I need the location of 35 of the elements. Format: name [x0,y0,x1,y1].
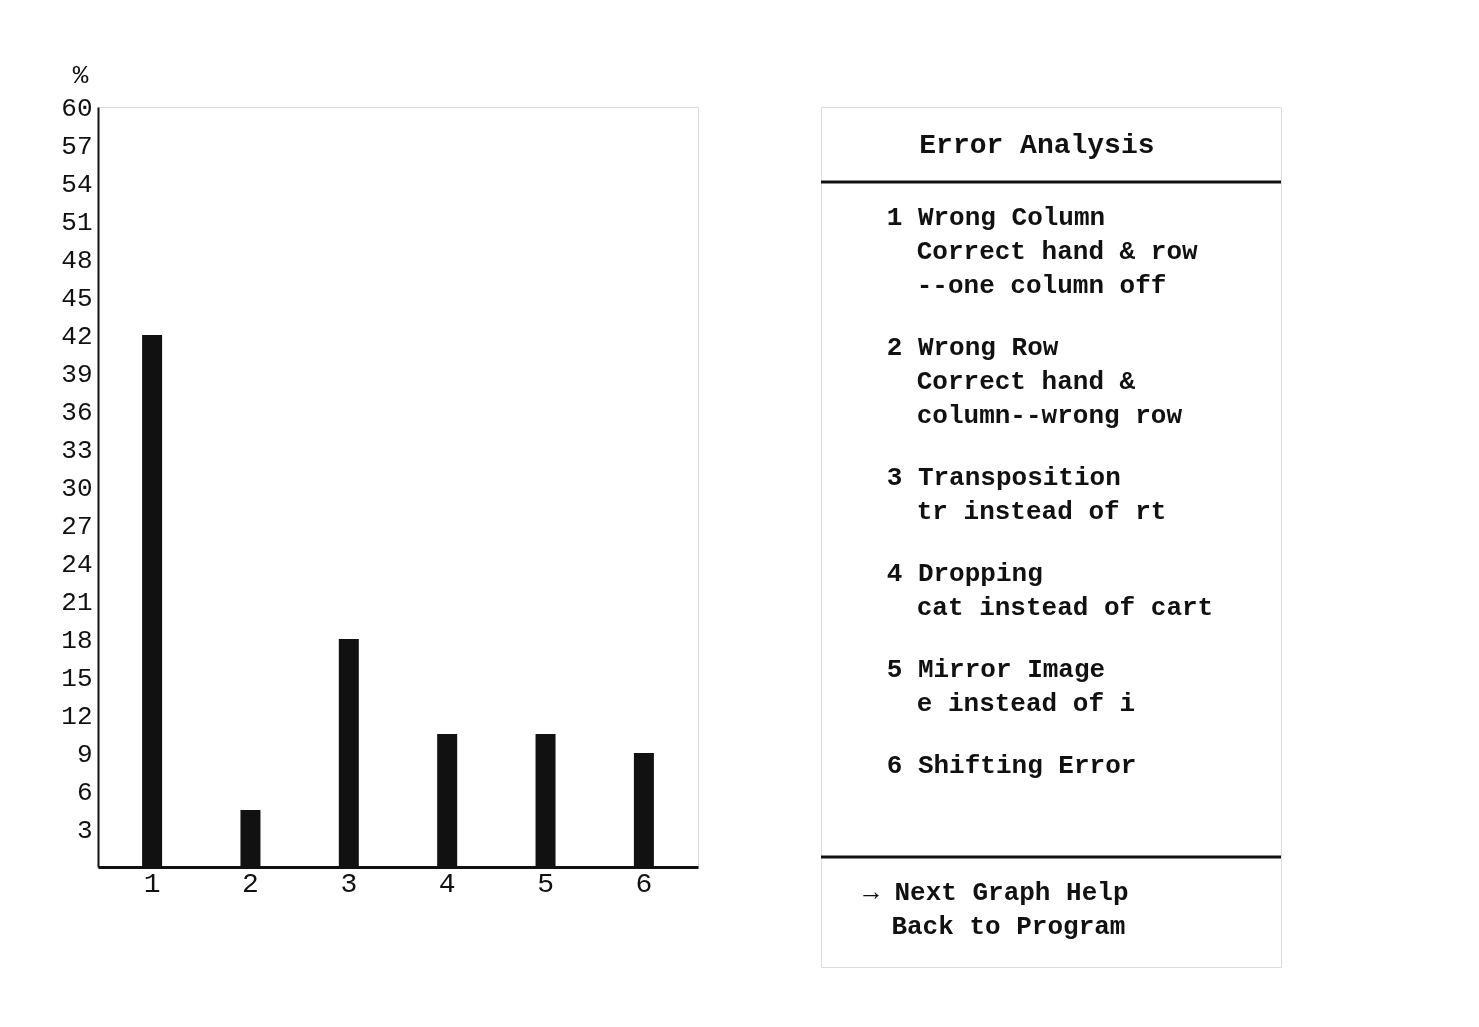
text: 1 Wrong Column Correct hand & row --one column off [886,203,1198,301]
y-tick-label: 39 [61,359,93,390]
x-tick-label: 2 [242,868,259,900]
y-tick-label: 9 [76,739,93,770]
y-tick-label: 57 [61,131,93,162]
y-tick-label: 24 [61,549,93,580]
text: 6 Shifting Error [886,751,1137,781]
y-tick-label: 42 [61,321,93,352]
text: Error Analysis [919,130,1155,161]
y-tick-label: 45 [61,283,93,314]
y-tick-label: 48 [61,245,93,276]
y-axis-title: % [72,60,89,91]
text: 5 Mirror Image e instead of i [886,655,1136,719]
text: 4 Dropping cat instead of cart [886,559,1214,623]
y-tick-label: 3 [76,815,93,846]
x-tick-label: 3 [340,868,358,900]
y-tick-label: 54 [61,169,93,200]
y-tick-label: 33 [61,435,93,466]
x-tick-label: 1 [143,868,161,900]
y-tick-label: 6 [76,777,93,808]
y-tick-label: 21 [61,587,93,618]
y-tick-label: 15 [61,663,93,694]
x-tick-label: 6 [635,868,653,900]
y-tick-label: 12 [61,701,93,732]
text: → Next Graph Help Back to Program [863,878,1129,942]
x-tick-label: 4 [438,868,456,900]
y-tick-label: 18 [61,625,93,656]
text: 3 Transposition tr instead of rt [886,463,1167,527]
y-tick-label: 51 [61,207,93,238]
text: 2 Wrong Row Correct hand & column--wrong row [886,333,1183,431]
y-tick-label: 27 [61,511,93,542]
y-tick-label: 60 [61,93,93,124]
y-tick-label: 30 [61,473,93,504]
x-tick-label: 5 [537,868,554,900]
y-tick-label: 36 [61,397,93,428]
